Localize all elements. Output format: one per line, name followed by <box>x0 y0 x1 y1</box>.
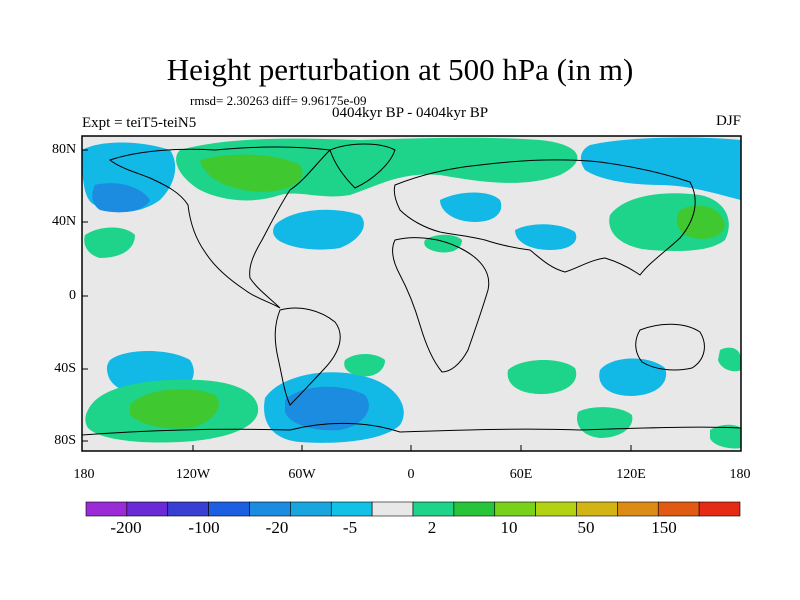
coast-north-america <box>108 146 332 309</box>
colorbar-cell <box>167 501 209 517</box>
anomaly-sindian-green <box>507 359 577 395</box>
axis-ticks <box>82 149 632 451</box>
colorbar-label-150: 150 <box>651 518 677 537</box>
colorbar-label-neg20: -20 <box>265 518 289 537</box>
x-tick-60e: 60E <box>509 467 533 482</box>
colorbar-cell <box>453 501 496 517</box>
colorbar-cell <box>249 501 291 517</box>
x-tick-60w: 60W <box>288 467 316 482</box>
y-tick-40n: 40N <box>52 214 77 229</box>
anomaly-saustralia-blue <box>599 358 667 396</box>
anomaly-satlantic-darkblue <box>285 386 369 431</box>
anomaly-nwpacific-darkblue <box>92 183 150 213</box>
colorbar-cell <box>535 501 577 517</box>
colorbar-cell <box>85 501 128 517</box>
experiment-label: Expt = teiT5-teiN5 <box>82 115 197 131</box>
colorbar-cell <box>576 501 618 517</box>
coast-south-america <box>274 307 341 406</box>
y-tick-80n: 80N <box>52 142 77 157</box>
anomaly-natlantic-blue <box>273 209 364 250</box>
anomaly-nz-green <box>718 347 741 372</box>
coast-antarctica <box>82 422 741 436</box>
anomaly-npacific-blue <box>580 137 741 200</box>
coast-eurasia <box>393 159 696 276</box>
anomaly-nz-green2 <box>710 424 741 449</box>
colorbar-label-10: 10 <box>500 518 518 537</box>
x-tick-120w: 120W <box>175 467 211 482</box>
x-tick-0: 0 <box>407 467 415 482</box>
map-field <box>82 136 741 451</box>
colorbar-cells <box>85 501 741 517</box>
stats-line: rmsd= 2.30263 diff= 9.96175e-09 <box>190 93 367 108</box>
colorbar-cell <box>330 501 373 517</box>
coastlines <box>82 143 741 436</box>
anomaly-spacific-brightgreen <box>130 389 219 429</box>
coast-australia <box>635 323 705 371</box>
colorbar-label-neg5: -5 <box>342 518 358 537</box>
anomaly-satlantic-green <box>344 354 385 377</box>
y-tick-80s: 80S <box>54 433 76 448</box>
anomaly-sindian-green2 <box>576 407 633 438</box>
plot-title: Height perturbation at 500 hPa (in m) <box>166 52 634 87</box>
colorbar-cell <box>126 501 169 517</box>
coast-africa <box>392 237 490 373</box>
y-tick-0: 0 <box>69 288 76 303</box>
colorbar-label-neg200: -200 <box>110 518 142 537</box>
anomaly-epacific-green <box>84 227 135 258</box>
colorbar-cell <box>371 501 414 517</box>
period-label: 0404kyr BP - 0404kyr BP <box>331 105 489 121</box>
colorbar-cell <box>657 501 700 517</box>
colorbar-cell <box>494 501 536 517</box>
x-tick-120e: 120E <box>616 467 646 482</box>
colorbar-cell <box>698 501 741 517</box>
colorbar-label-2: 2 <box>427 518 437 537</box>
x-tick-180-left: 180 <box>73 467 95 482</box>
anomaly-natlantic-blue2 <box>440 192 502 222</box>
y-tick-40s: 40S <box>54 361 76 376</box>
coast-greenland <box>329 143 396 189</box>
colorbar-label-50: 50 <box>577 518 595 537</box>
colorbar-cell <box>290 501 332 517</box>
x-tick-180-right: 180 <box>729 467 751 482</box>
season-label: DJF <box>715 113 741 129</box>
colorbar-cell <box>412 501 455 517</box>
anomaly-north-brightgreen <box>200 154 303 192</box>
colorbar-cell <box>617 501 659 517</box>
colorbar-cell <box>208 501 250 517</box>
anomaly-japan-brightgreen <box>676 205 725 239</box>
colorbar-label-neg100: -100 <box>188 518 220 537</box>
anomaly-asia-blue <box>515 224 577 250</box>
